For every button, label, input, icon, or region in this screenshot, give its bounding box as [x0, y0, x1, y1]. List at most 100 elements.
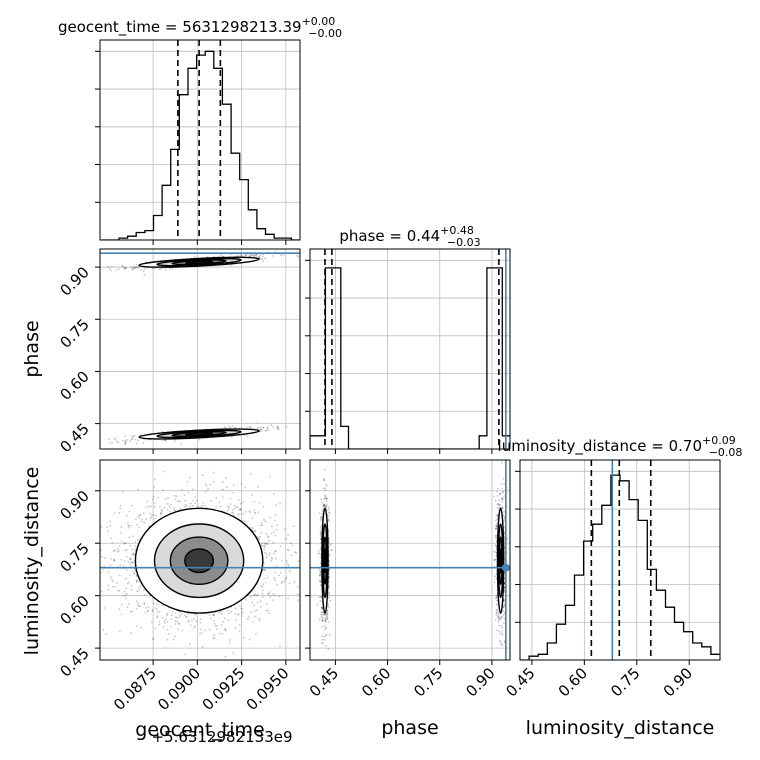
sample-point — [174, 498, 177, 500]
sample-point — [245, 254, 247, 256]
sample-point — [319, 584, 322, 586]
sample-point — [322, 619, 324, 621]
sample-point — [195, 620, 198, 623]
sample-point — [256, 421, 259, 424]
sample-point — [210, 499, 213, 502]
sample-point — [319, 552, 321, 555]
sample-point — [161, 439, 164, 442]
sample-point — [496, 608, 499, 611]
sample-point — [275, 550, 277, 553]
sample-point — [184, 503, 187, 506]
sample-point — [119, 532, 122, 534]
sample-point — [266, 426, 269, 429]
sample-point — [267, 539, 270, 542]
sample-point — [328, 511, 331, 514]
sample-point — [330, 543, 332, 546]
sample-point — [167, 497, 169, 499]
sample-point — [143, 603, 146, 605]
sample-point — [245, 254, 247, 257]
sample-point — [122, 266, 124, 269]
sample-point — [296, 254, 299, 257]
sample-point — [263, 518, 265, 520]
sample-point — [100, 590, 103, 593]
sample-point — [213, 637, 216, 639]
sample-point — [316, 603, 319, 606]
sample-point — [129, 574, 131, 577]
sample-point — [317, 550, 320, 552]
sample-point — [186, 480, 189, 483]
sample-point — [267, 536, 270, 538]
sample-point — [501, 634, 504, 636]
sample-point — [295, 551, 298, 554]
sample-point — [160, 511, 162, 514]
sample-point — [222, 496, 225, 499]
sample-point — [249, 473, 252, 475]
sample-point — [238, 630, 241, 633]
sample-point — [261, 592, 264, 595]
sample-point — [68, 588, 70, 590]
sample-point — [232, 492, 235, 494]
sample-point — [263, 562, 265, 565]
sample-point — [137, 602, 140, 605]
sample-point — [254, 512, 257, 515]
sample-point — [233, 507, 236, 510]
sample-point — [253, 610, 256, 612]
sample-point — [139, 513, 142, 516]
sample-point — [199, 628, 202, 631]
sample-point — [142, 442, 145, 444]
sample-point — [280, 254, 282, 256]
grid-21 — [310, 460, 510, 660]
sample-point — [273, 594, 276, 597]
sample-point — [305, 422, 307, 424]
sample-point — [131, 610, 133, 613]
sample-point — [158, 620, 161, 623]
sample-point — [139, 585, 142, 587]
sample-point — [496, 629, 498, 631]
sample-point — [149, 512, 151, 515]
sample-point — [226, 510, 229, 512]
sample-point — [317, 552, 320, 555]
sample-point — [111, 541, 114, 544]
sample-point — [236, 614, 239, 616]
sample-point — [330, 549, 333, 551]
sample-point — [325, 644, 328, 647]
sample-point — [259, 524, 262, 527]
sample-point — [119, 504, 122, 507]
sample-point — [272, 541, 275, 544]
sample-point — [270, 424, 273, 426]
sample-point — [319, 533, 322, 535]
sample-point — [103, 557, 106, 559]
sample-point — [123, 542, 125, 545]
sample-point — [202, 501, 205, 504]
sample-point — [266, 427, 269, 430]
sample-point — [213, 623, 216, 625]
sample-point — [253, 530, 256, 532]
sample-point — [126, 606, 129, 609]
sample-point — [276, 524, 279, 526]
sample-point — [209, 617, 212, 620]
sample-point — [168, 505, 171, 508]
sample-point — [247, 616, 250, 619]
sample-point — [129, 440, 132, 443]
sample-point — [140, 269, 143, 271]
sample-point — [94, 594, 96, 596]
sample-point — [153, 502, 156, 505]
sample-point — [216, 624, 219, 627]
sample-point — [174, 612, 177, 615]
sample-point — [495, 527, 497, 530]
sample-point — [160, 513, 163, 516]
sample-point — [173, 440, 176, 442]
sample-point — [109, 564, 112, 567]
sample-point — [318, 618, 321, 621]
sample-point — [125, 597, 127, 600]
sample-point — [320, 516, 322, 519]
sample-point — [135, 263, 138, 266]
sample-point — [229, 497, 232, 500]
sample-point — [231, 511, 233, 514]
sample-point — [500, 482, 502, 485]
sample-point — [135, 579, 138, 582]
sample-point — [146, 500, 149, 503]
sample-point — [496, 495, 499, 497]
sample-point — [109, 576, 112, 578]
sample-point — [130, 524, 132, 527]
